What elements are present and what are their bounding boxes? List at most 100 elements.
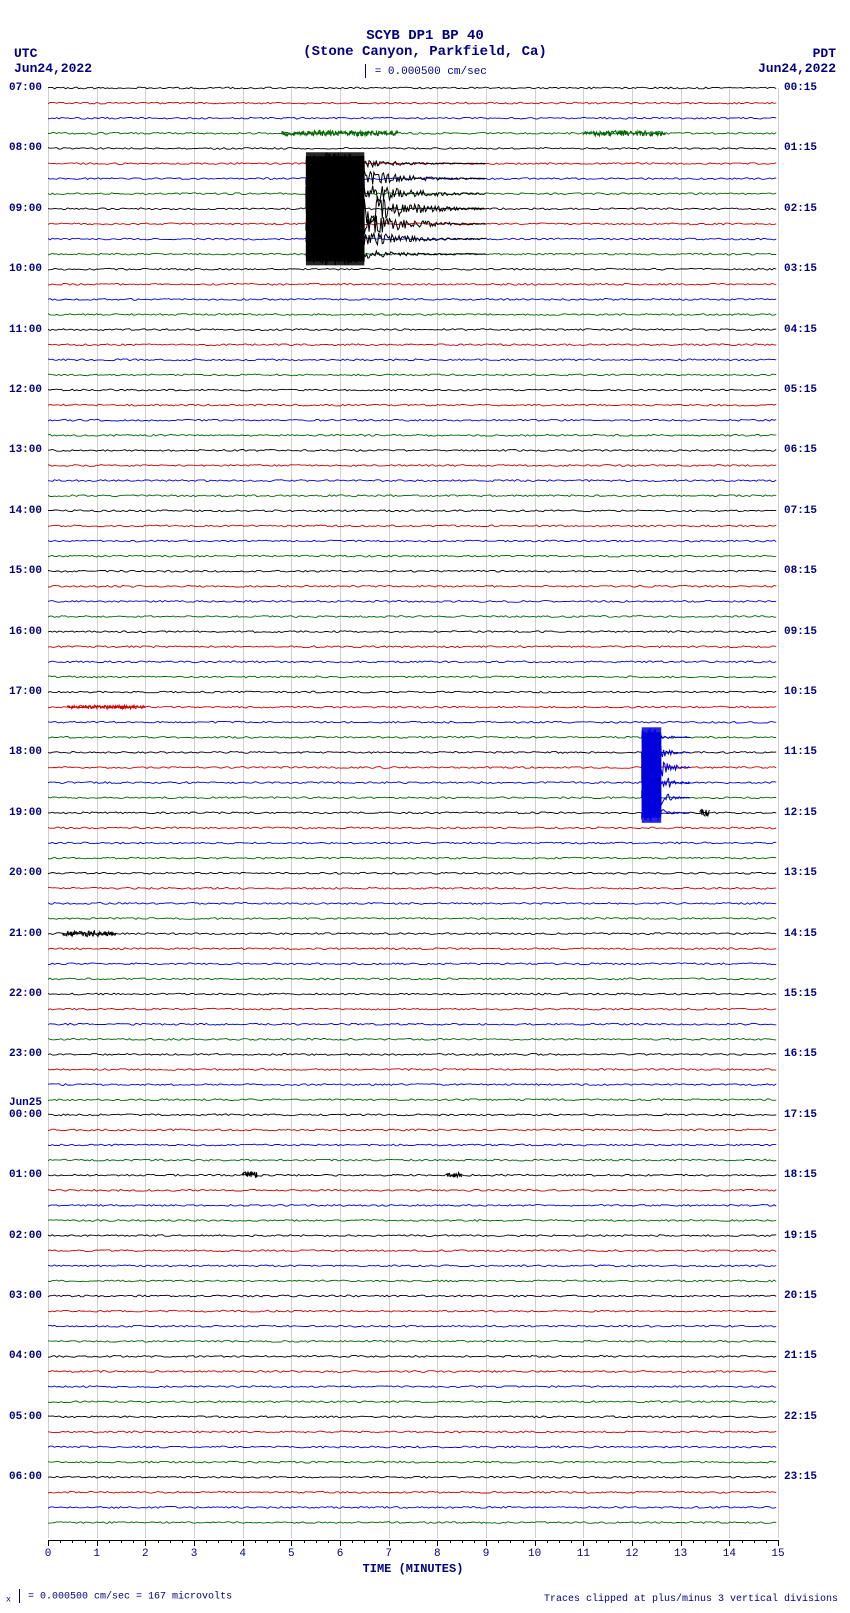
x-tick-minor (255, 1540, 256, 1543)
trace-line (48, 510, 776, 512)
trace-line (48, 434, 776, 436)
x-tick-minor (158, 1540, 159, 1543)
trace-line (48, 314, 776, 316)
trace-line (48, 1129, 776, 1131)
x-tick-minor (510, 1540, 511, 1543)
trace-line (48, 1310, 776, 1312)
trace-line (48, 1250, 776, 1252)
trace-line (48, 631, 776, 633)
x-tick-label: 8 (434, 1548, 441, 1560)
utc-time-label: 20:00 (9, 867, 42, 879)
pdt-time-label: 03:15 (784, 263, 817, 275)
trace-line (48, 691, 776, 693)
pdt-time-label: 15:15 (784, 988, 817, 1000)
utc-time-label: 09:00 (9, 203, 42, 215)
x-tick-label: 4 (239, 1548, 246, 1560)
x-tick (243, 1540, 244, 1546)
trace-line (48, 978, 776, 980)
x-tick-minor (620, 1540, 621, 1543)
x-tick-minor (377, 1540, 378, 1543)
x-axis-title: TIME (MINUTES) (48, 1562, 778, 1576)
x-tick-minor (316, 1540, 317, 1543)
pdt-time-label: 12:15 (784, 807, 817, 819)
x-tick-minor (559, 1540, 560, 1543)
x-tick (729, 1540, 730, 1546)
trace-line (48, 1159, 776, 1161)
x-tick-minor (669, 1540, 670, 1543)
trace-line (48, 1008, 776, 1010)
x-tick (194, 1540, 195, 1546)
trace-line (48, 1220, 776, 1222)
pdt-time-label: 14:15 (784, 928, 817, 940)
trace-line (48, 1174, 776, 1176)
footer-right: Traces clipped at plus/minus 3 vertical … (544, 1594, 838, 1605)
utc-time-label: 05:00 (9, 1411, 42, 1423)
trace-line (48, 1431, 776, 1433)
trace-line (48, 148, 776, 150)
trace-line (48, 1522, 776, 1524)
station-title: SCYB DP1 BP 40 (0, 28, 850, 44)
x-tick-minor (450, 1540, 451, 1543)
x-tick-label: 13 (674, 1548, 687, 1560)
utc-time-label: 13:00 (9, 444, 42, 456)
pdt-time-label: 10:15 (784, 686, 817, 698)
x-tick-minor (60, 1540, 61, 1543)
x-tick-minor (279, 1540, 280, 1543)
pdt-time-label: 05:15 (784, 384, 817, 396)
seismic-event (282, 130, 398, 136)
x-tick-minor (754, 1540, 755, 1543)
seismic-event (67, 705, 144, 709)
trace-line (48, 601, 776, 603)
x-tick (340, 1540, 341, 1546)
x-tick-minor (413, 1540, 414, 1543)
trace-line (48, 1023, 776, 1025)
utc-time-label: 14:00 (9, 505, 42, 517)
trace-line (48, 540, 776, 542)
trace-line (48, 1235, 776, 1237)
x-tick-minor (267, 1540, 268, 1543)
x-tick-label: 11 (577, 1548, 590, 1560)
trace-line (48, 857, 776, 859)
trace-line (48, 329, 776, 331)
trace-line (48, 616, 776, 618)
trace-line (48, 404, 776, 406)
utc-time-label: 21:00 (9, 928, 42, 940)
x-tick-minor (109, 1540, 110, 1543)
x-tick-minor (656, 1540, 657, 1543)
seismic-event (63, 931, 116, 937)
trace-line (48, 344, 776, 346)
trace-line (48, 918, 776, 920)
footer-left: x = 0.000500 cm/sec = 167 microvolts (6, 1589, 232, 1605)
trace-line (48, 525, 776, 527)
trace-line (48, 1476, 776, 1478)
pdt-time-label: 04:15 (784, 324, 817, 336)
trace-line (48, 585, 776, 587)
trace-line (48, 1265, 776, 1267)
trace-line (48, 450, 776, 452)
grid-line (778, 88, 779, 1538)
trace-line (48, 706, 776, 708)
utc-time-label: 08:00 (9, 142, 42, 154)
seismic-event (447, 1173, 461, 1178)
x-tick-minor (121, 1540, 122, 1543)
pdt-time-label: 06:15 (784, 444, 817, 456)
x-tick (437, 1540, 438, 1546)
trace-line (48, 1099, 776, 1101)
x-tick-label: 6 (337, 1548, 344, 1560)
pdt-time-label: 17:15 (784, 1109, 817, 1121)
pdt-time-label: 20:15 (784, 1290, 817, 1302)
x-tick-minor (72, 1540, 73, 1543)
trace-line (48, 887, 776, 889)
trace-line (48, 1144, 776, 1146)
trace-line (48, 283, 776, 285)
utc-time-label: 10:00 (9, 263, 42, 275)
x-tick-minor (218, 1540, 219, 1543)
x-tick-label: 15 (771, 1548, 784, 1560)
trace-line (48, 1416, 776, 1418)
trace-line (48, 1114, 776, 1116)
utc-time-label: 19:00 (9, 807, 42, 819)
utc-time-label: 22:00 (9, 988, 42, 1000)
x-tick-minor (644, 1540, 645, 1543)
x-tick-minor (742, 1540, 743, 1543)
pdt-time-label: 11:15 (784, 746, 817, 758)
